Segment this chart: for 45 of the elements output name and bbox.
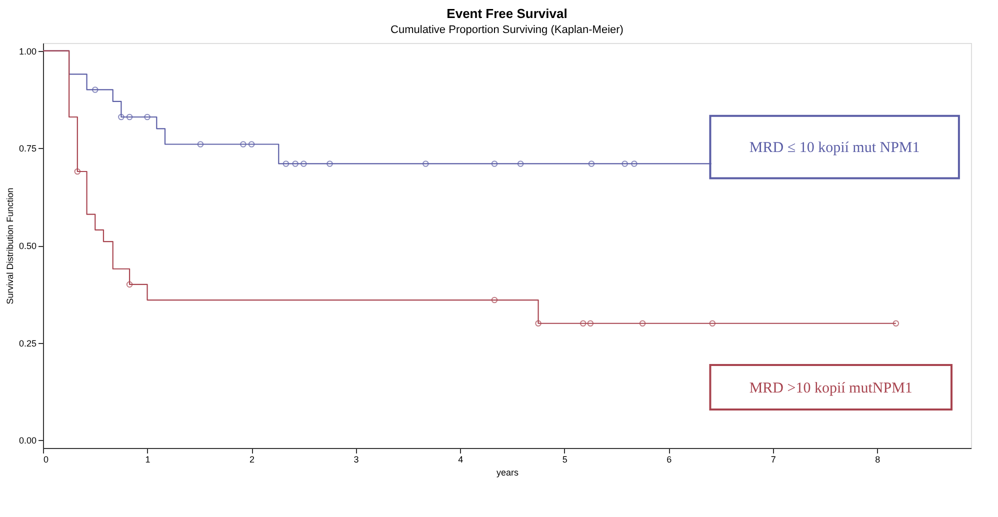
point — [240, 141, 246, 148]
point — [74, 168, 81, 175]
x-tick-label: 2 — [250, 454, 255, 464]
x-tick-label: 1 — [145, 454, 150, 464]
y-tick-label: 0.25 — [18, 338, 36, 348]
x-tick-label: 5 — [562, 454, 568, 464]
point — [144, 114, 150, 120]
point — [709, 320, 716, 327]
x-tick-label: 8 — [875, 454, 880, 464]
x-tick-label: 7 — [770, 454, 776, 464]
point — [622, 160, 628, 167]
point — [588, 160, 595, 167]
y-axis-title: Survival Distribution Function — [4, 188, 15, 304]
point — [197, 141, 204, 148]
point — [248, 141, 255, 148]
point — [118, 114, 124, 120]
y-tick-label: 0.75 — [18, 144, 36, 154]
chart-title: Event Free Survival — [446, 6, 568, 21]
point — [126, 114, 133, 120]
point — [631, 160, 638, 167]
point — [92, 86, 98, 93]
x-tick-label: 6 — [666, 454, 672, 464]
point — [535, 320, 542, 327]
x-tick-label: 3 — [354, 454, 359, 464]
text: MRD >10 kopií mutNPM1 — [749, 380, 912, 396]
point — [126, 281, 133, 288]
point — [580, 320, 586, 327]
point — [300, 160, 307, 167]
y-tick-label: 0.00 — [18, 436, 36, 446]
x-axis-title: years — [496, 468, 519, 478]
point — [587, 320, 594, 327]
point — [326, 160, 333, 167]
y-tick-label: 1.00 — [18, 46, 36, 56]
point — [517, 160, 524, 167]
point — [491, 296, 498, 304]
point — [422, 160, 429, 167]
x-tick-label: 4 — [458, 454, 464, 464]
x-tick-label: 0 — [44, 454, 49, 464]
point — [639, 320, 646, 327]
point — [491, 160, 498, 167]
chart-subtitle: Cumulative Proportion Surviving (Kaplan-Meier) — [390, 24, 624, 36]
text: MRD ≤ 10 kopií mut NPM1 — [749, 140, 920, 156]
point — [292, 160, 298, 167]
point — [282, 160, 290, 167]
y-tick-label: 0.50 — [18, 241, 36, 251]
